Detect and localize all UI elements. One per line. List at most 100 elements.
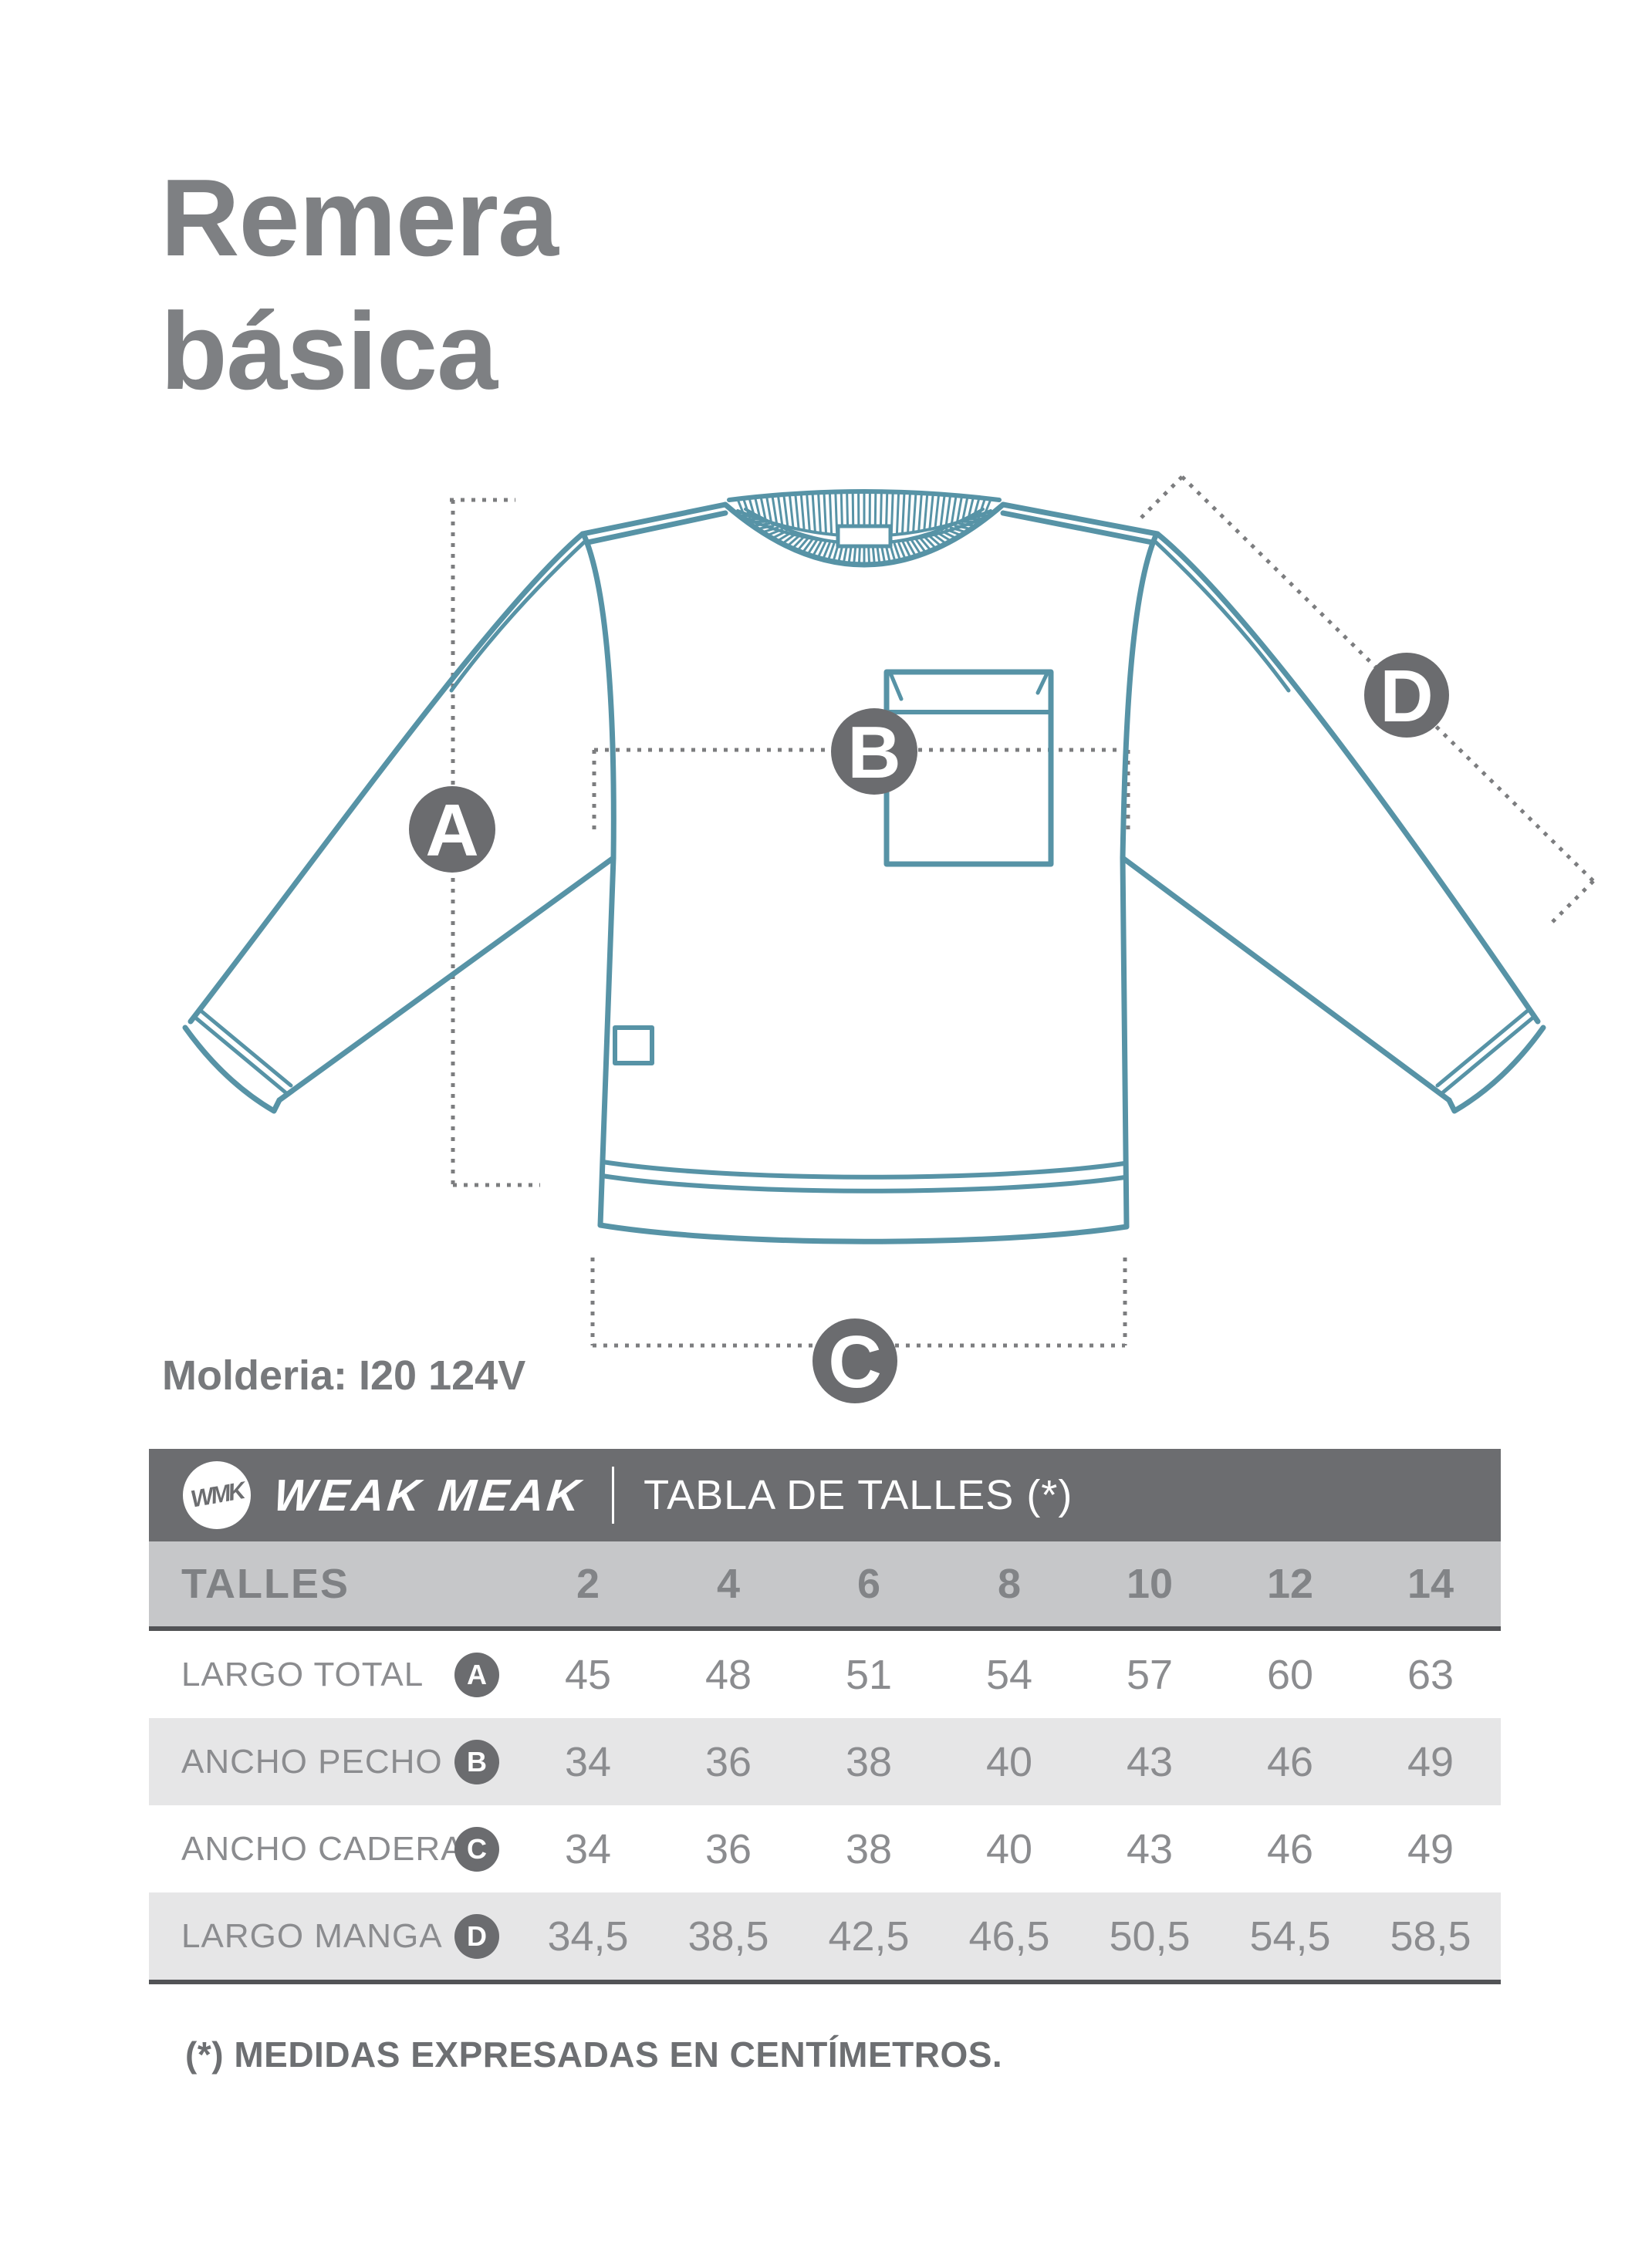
left-sleeve-under-edge [276, 855, 617, 1103]
marker-a: A [409, 786, 495, 873]
right-cuff-seam [1435, 1008, 1536, 1095]
collar-seam-1 [736, 509, 992, 538]
marker-c-letter: C [828, 1321, 881, 1403]
brand-monogram: WMK [188, 1477, 245, 1513]
size-col: 12 [1266, 1561, 1314, 1607]
chest-pocket [883, 669, 1054, 867]
marker-d-letter: D [1380, 655, 1433, 738]
marker-c: C [812, 1318, 897, 1403]
marker-d: D [1364, 653, 1449, 738]
page-title: Remera básica [160, 151, 559, 418]
left-side-seam [597, 855, 617, 1228]
cell-value: 63 [1407, 1651, 1454, 1698]
row-label: LARGO TOTAL [181, 1655, 424, 1693]
table-row-ancho-cadera: ANCHO CADERA C 34 36 38 40 43 46 49 [149, 1805, 1501, 1892]
measure-d-bottom-tick [1551, 880, 1595, 923]
size-col: 2 [576, 1561, 600, 1607]
hem-seam-1 [600, 1160, 1127, 1180]
row-badge-d: D [454, 1913, 499, 1959]
pattern-code: Molderia: I20 124V [162, 1352, 526, 1399]
row-label: ANCHO CADERA [181, 1829, 465, 1868]
cell-value: 40 [985, 1738, 1033, 1785]
cell-value: 34,5 [547, 1913, 629, 1960]
size-col: 4 [716, 1561, 741, 1607]
brand-logo-icon: WMK [183, 1461, 251, 1529]
size-col: 14 [1407, 1561, 1454, 1607]
footnote: (*) MEDIDAS EXPRESADAS EN CENTÍMETROS. [185, 2034, 1003, 2075]
marker-a-letter: A [425, 789, 478, 872]
sizes-label: TALLES [181, 1561, 350, 1607]
sizes-header-row: TALLES 2 4 6 8 10 12 14 [149, 1541, 1501, 1631]
cell-value: 46,5 [968, 1913, 1050, 1960]
right-sleeve-under-edge [1120, 855, 1452, 1103]
cell-value: 40 [985, 1825, 1033, 1872]
cell-value: 49 [1407, 1738, 1454, 1785]
size-col: 8 [997, 1561, 1022, 1607]
left-sleeve-cap-seam [449, 538, 589, 693]
size-col: 10 [1126, 1561, 1174, 1607]
row-badge-b: B [454, 1739, 499, 1784]
cell-value: 57 [1126, 1651, 1174, 1698]
collar-front-outer-edge [722, 501, 1006, 568]
header-divider [612, 1467, 615, 1524]
collar-seam-2 [738, 515, 990, 545]
marker-a-circle [409, 786, 495, 873]
cell-value: 38 [845, 1738, 893, 1785]
row-badge-c: C [454, 1826, 499, 1872]
row-badge-a: A [454, 1652, 499, 1697]
cell-value: 54,5 [1249, 1913, 1331, 1960]
marker-b-letter: B [847, 711, 900, 794]
cell-value: 45 [564, 1651, 612, 1698]
table-row-largo-manga: LARGO MANGA D 34,5 38,5 42,5 46,5 50,5 5… [149, 1892, 1501, 1984]
marker-b: B [831, 708, 917, 795]
size-table: WMK WEAK MEAK TABLA DE TALLES (*) TALLES… [149, 1449, 1501, 1984]
cell-value: 50,5 [1109, 1913, 1191, 1960]
pocket-fold-ticks [889, 673, 1049, 701]
cell-value: 58,5 [1390, 1913, 1471, 1960]
table-row-largo-total: LARGO TOTAL A 45 48 51 54 57 60 63 [149, 1631, 1501, 1718]
hem-seam-2 [600, 1173, 1127, 1194]
page-title-line2: básica [160, 290, 498, 414]
brand-name: WEAK MEAK [271, 1470, 586, 1521]
cell-value: 36 [704, 1738, 752, 1785]
cell-value: 46 [1266, 1738, 1314, 1785]
marker-d-circle [1364, 653, 1449, 738]
marker-c-circle [812, 1318, 897, 1403]
row-label: ANCHO PECHO [181, 1742, 443, 1781]
measure-d-diagonal [1181, 475, 1595, 883]
cell-value: 48 [704, 1651, 752, 1698]
left-armhole-seam [581, 532, 617, 861]
cell-value: 36 [704, 1825, 752, 1872]
size-table-header: WMK WEAK MEAK TABLA DE TALLES (*) [149, 1449, 1501, 1541]
page-title-line1: Remera [160, 157, 559, 279]
neck-tag-icon [836, 524, 893, 549]
right-side-seam [1120, 855, 1130, 1230]
measure-d-top-tick [1140, 475, 1184, 519]
cell-value: 49 [1407, 1825, 1454, 1872]
cell-value: 46 [1266, 1825, 1314, 1872]
cell-value: 38 [845, 1825, 893, 1872]
side-label-icon [613, 1025, 654, 1065]
right-shoulder-seam [1000, 501, 1160, 545]
cell-value: 34 [564, 1825, 612, 1872]
size-table-title: TABLA DE TALLES (*) [644, 1472, 1073, 1518]
measurement-lines [450, 475, 1595, 1348]
garment-outline [182, 489, 1546, 1244]
cell-value: 38,5 [687, 1913, 769, 1960]
cell-value: 60 [1266, 1651, 1314, 1698]
cell-value: 34 [564, 1738, 612, 1785]
row-label: LARGO MANGA [181, 1916, 443, 1955]
size-col: 6 [856, 1561, 881, 1607]
right-cuff-edge [1446, 1025, 1546, 1114]
cell-value: 43 [1126, 1738, 1174, 1785]
right-sleeve-outer-edge [1154, 531, 1541, 1025]
collar-front-inner-edge [744, 508, 985, 545]
cell-value: 51 [845, 1651, 893, 1698]
table-row-ancho-pecho: ANCHO PECHO B 34 36 38 40 43 46 49 [149, 1718, 1501, 1805]
collar-back-edge [727, 489, 1002, 502]
left-sleeve-outer-edge [187, 531, 586, 1025]
marker-b-circle [831, 708, 917, 795]
left-shoulder-seam [579, 501, 728, 545]
left-cuff-seam [192, 1008, 293, 1095]
